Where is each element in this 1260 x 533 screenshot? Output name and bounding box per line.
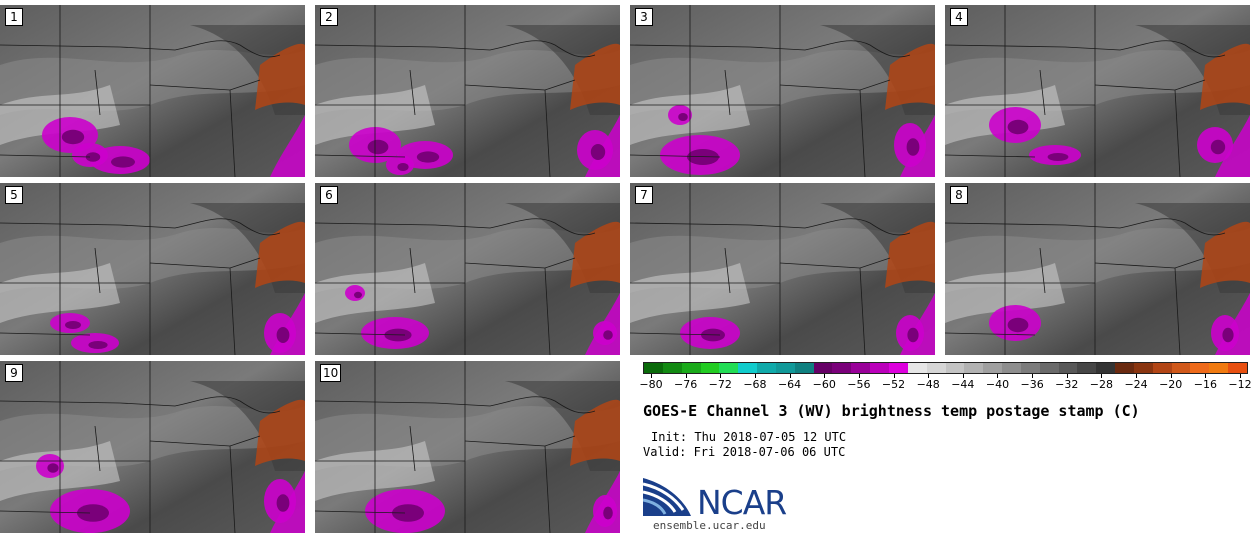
colorbar-tick-label: −28 bbox=[1089, 378, 1114, 391]
colorbar-segment bbox=[1133, 363, 1153, 373]
postage-stamp-panel: 4 bbox=[945, 5, 1250, 177]
postage-stamp-panel: 2 bbox=[315, 5, 620, 177]
colorbar-segment bbox=[1039, 363, 1059, 373]
site-url: ensemble.ucar.edu bbox=[653, 519, 766, 532]
colorbar-tick bbox=[928, 374, 930, 378]
colorbar-segment bbox=[1228, 363, 1247, 373]
colorbar-tick bbox=[1066, 374, 1068, 378]
panel-number: 4 bbox=[950, 8, 968, 26]
postage-stamp-panel: 8 bbox=[945, 183, 1250, 355]
colorbar-tick-label: −32 bbox=[1055, 378, 1079, 391]
colorbar-segment bbox=[1209, 363, 1229, 373]
colorbar-tick bbox=[858, 374, 860, 378]
colorbar-tick bbox=[1101, 374, 1103, 378]
colorbar-segment bbox=[1171, 363, 1191, 373]
colorbar-segment bbox=[888, 363, 908, 373]
colorbar-tick-label: −68 bbox=[743, 378, 767, 391]
colorbar-tick bbox=[789, 374, 791, 378]
colorbar-tick bbox=[754, 374, 756, 378]
panel-number: 6 bbox=[320, 186, 338, 204]
colorbar-segment bbox=[964, 363, 984, 373]
ncar-logo-icon bbox=[643, 478, 691, 516]
colorbar-segment bbox=[851, 363, 871, 373]
postage-stamp-panel: 9 bbox=[0, 361, 305, 533]
colorbar-tick bbox=[1136, 374, 1138, 378]
colorbar-segment bbox=[926, 363, 946, 373]
colorbar-segment bbox=[870, 363, 889, 373]
colorbar-segment bbox=[1096, 363, 1116, 373]
colorbar-tick-label: −64 bbox=[777, 378, 802, 391]
init-time: Init: Thu 2018-07-05 12 UTC bbox=[651, 430, 847, 444]
colorbar-tick-label: −72 bbox=[708, 378, 732, 391]
postage-stamp-panel: 6 bbox=[315, 183, 620, 355]
colorbar-segment bbox=[1058, 363, 1078, 373]
colorbar-segment bbox=[983, 363, 1003, 373]
panel-number: 10 bbox=[320, 364, 342, 382]
colorbar-tick-label: −20 bbox=[1159, 378, 1183, 391]
colorbar-tick-label: −36 bbox=[1020, 378, 1044, 391]
colorbar-tick bbox=[685, 374, 687, 378]
colorbar-segment bbox=[700, 363, 720, 373]
colorbar-tick-marks bbox=[643, 374, 1248, 378]
colorbar-tick bbox=[651, 374, 652, 378]
ncar-logo-text: NCAR bbox=[697, 483, 787, 522]
colorbar-tick bbox=[824, 374, 826, 378]
panel-number: 1 bbox=[5, 8, 23, 26]
colorbar-segment bbox=[1190, 363, 1210, 373]
colorbar-tick bbox=[893, 374, 895, 378]
colorbar-segment bbox=[644, 363, 663, 373]
panel-number: 5 bbox=[5, 186, 23, 204]
colorbar-tick bbox=[962, 374, 964, 378]
colorbar-tick-label: −48 bbox=[916, 378, 940, 391]
colorbar-segment bbox=[945, 363, 965, 373]
valid-time: Valid: Fri 2018-07-06 06 UTC bbox=[643, 445, 846, 459]
colorbar-segment bbox=[719, 363, 739, 373]
colorbar-tick-label: −52 bbox=[881, 378, 906, 391]
postage-stamp-panel: 1 bbox=[0, 5, 305, 177]
colorbar-tick-label: −40 bbox=[985, 378, 1010, 391]
colorbar-tick-labels: −80 −76 −72 −68 −64 −60 −56 −52 −48 −44 −40 −36 −32−… bbox=[639, 378, 1252, 394]
colorbar-segment bbox=[907, 363, 927, 373]
colorbar-segment bbox=[681, 363, 701, 373]
postage-stamp-panel: 3 bbox=[630, 5, 935, 177]
colorbar-segment bbox=[1152, 363, 1172, 373]
colorbar-segment bbox=[794, 363, 814, 373]
colorbar-segment bbox=[832, 363, 852, 373]
colorbar-tick-label: −76 bbox=[674, 378, 698, 391]
colorbar-segment bbox=[1002, 363, 1021, 373]
colorbar-tick-label: −44 bbox=[951, 378, 975, 391]
panel-number: 2 bbox=[320, 8, 338, 26]
colorbar-tick-label: −56 bbox=[847, 378, 871, 391]
colorbar-tick-label: −12 bbox=[1228, 378, 1252, 391]
postage-stamp-panel: 5 bbox=[0, 183, 305, 355]
colorbar-segment bbox=[757, 363, 776, 373]
panel-number: 3 bbox=[635, 8, 653, 26]
colorbar-segment bbox=[1020, 363, 1040, 373]
colorbar-tick bbox=[720, 374, 722, 378]
colorbar-segment bbox=[775, 363, 795, 373]
colorbar-tick bbox=[1032, 374, 1034, 378]
colorbar-segment bbox=[738, 363, 758, 373]
postage-stamp-panel: 7 bbox=[630, 183, 935, 355]
panel-number: 9 bbox=[5, 364, 23, 382]
panel-number: 8 bbox=[950, 186, 968, 204]
colorbar-segment bbox=[1115, 363, 1134, 373]
colorbar bbox=[643, 362, 1248, 374]
colorbar-tick-label: −16 bbox=[1193, 378, 1217, 391]
colorbar-tick bbox=[1170, 374, 1172, 378]
colorbar-tick bbox=[1205, 374, 1207, 378]
figure-title: GOES-E Channel 3 (WV) brightness temp po… bbox=[643, 402, 1140, 420]
colorbar-tick-label: −24 bbox=[1124, 378, 1148, 391]
colorbar-tick-label: −60 bbox=[812, 378, 836, 391]
colorbar-tick bbox=[1240, 374, 1241, 378]
colorbar-segment bbox=[813, 363, 833, 373]
colorbar-segment bbox=[1077, 363, 1097, 373]
colorbar-tick bbox=[997, 374, 999, 378]
postage-stamp-panel: 10 bbox=[315, 361, 620, 533]
colorbar-tick-label: −80 bbox=[639, 378, 663, 391]
colorbar-segment bbox=[662, 363, 682, 373]
panel-number: 7 bbox=[635, 186, 653, 204]
